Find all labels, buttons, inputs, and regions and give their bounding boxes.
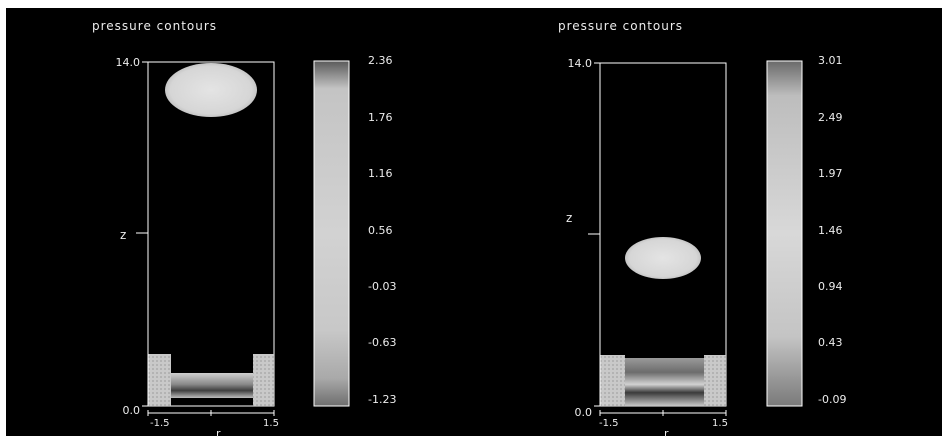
- colorbar-tick-label: 1.46: [818, 224, 843, 237]
- y-axis-label: z: [120, 228, 126, 242]
- panel-right: pressure contours 14.0 0.0 z -1.5 1.5 r …: [558, 19, 846, 440]
- bubble: [625, 237, 701, 279]
- wall-right: [704, 355, 726, 406]
- wall-right: [253, 354, 274, 406]
- colorbar-tick-label: 3.01: [818, 54, 843, 67]
- colorbar-tick-label: -0.63: [368, 336, 396, 349]
- chart-title: pressure contours: [558, 19, 683, 33]
- colorbar-tick-label: 2.36: [368, 54, 393, 67]
- y-tick-label-bottom: 0.0: [575, 406, 593, 419]
- x-tick-label-right: 1.5: [712, 418, 728, 429]
- colorbar-tick-label: 0.56: [368, 224, 393, 237]
- wall-left: [148, 354, 171, 406]
- x-axis-label: r: [216, 427, 221, 440]
- y-tick-label-top: 14.0: [116, 56, 141, 69]
- wall-left: [600, 355, 625, 406]
- colorbar-tick-labels: 2.36 1.76 1.16 0.56 -0.03 -0.63 -1.23: [368, 54, 396, 406]
- colorbar-tick-label: 0.43: [818, 336, 843, 349]
- y-axis-label: z: [566, 211, 572, 225]
- colorbar-tick-label: 0.94: [818, 280, 843, 293]
- colorbar-tick-labels: 3.01 2.49 1.97 1.46 0.94 0.43 -0.09: [818, 54, 846, 406]
- y-tick-label-bottom: 0.0: [123, 404, 141, 417]
- plot-frame: [147, 61, 275, 407]
- chart-title: pressure contours: [92, 19, 217, 33]
- bubble: [165, 63, 257, 117]
- colorbar-tick-label: 2.49: [818, 111, 843, 124]
- x-tick-label-right: 1.5: [263, 418, 279, 429]
- y-tick-label-top: 14.0: [568, 57, 593, 70]
- colorbar-tick-label: 1.16: [368, 167, 393, 180]
- colorbar: [766, 60, 803, 407]
- plot-frame: [599, 62, 727, 407]
- x-axis-label: r: [664, 427, 669, 440]
- colorbar-tick-label: -1.23: [368, 393, 396, 406]
- colorbar: [313, 60, 350, 407]
- panel-left: pressure contours 14.0 0.0 z -1.5 1.5 r …: [92, 19, 396, 440]
- colorbar-tick-label: 1.76: [368, 111, 393, 124]
- colorbar-tick-label: -0.03: [368, 280, 396, 293]
- colorbar-tick-label: -0.09: [818, 393, 846, 406]
- x-tick-label-left: -1.5: [150, 418, 170, 429]
- pool-region: [625, 358, 704, 406]
- colorbar-tick-label: 1.97: [818, 167, 843, 180]
- x-tick-label-left: -1.5: [599, 418, 619, 429]
- pool-region: [171, 373, 253, 398]
